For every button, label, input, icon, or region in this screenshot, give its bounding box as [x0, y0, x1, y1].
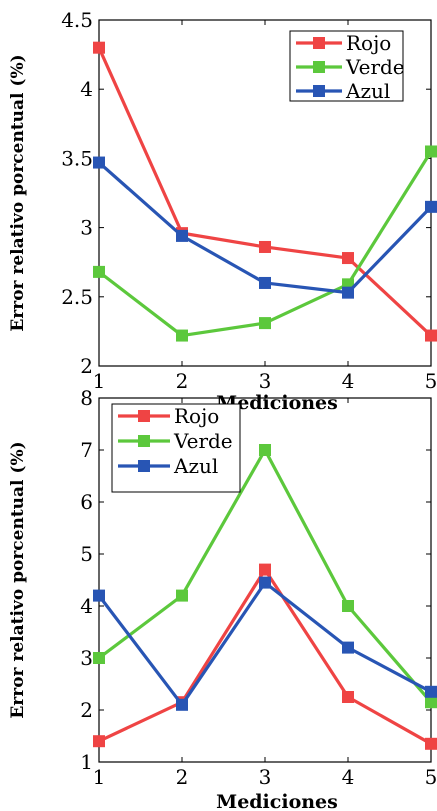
y-tick-label: 2: [80, 354, 93, 378]
y-tick-label: 3: [80, 216, 93, 240]
x-tick-label: 4: [342, 369, 355, 393]
x-tick-label: 3: [259, 765, 272, 789]
legend-marker-verde: [138, 435, 150, 447]
y-tick-label: 2: [80, 698, 93, 722]
legend-marker-azul: [138, 460, 150, 472]
x-tick-label: 4: [342, 765, 355, 789]
data-point-azul: [259, 276, 271, 289]
legend-label-azul: Azul: [345, 79, 390, 103]
data-point-rojo: [425, 737, 437, 750]
x-axis-label: Mediciones: [216, 791, 338, 811]
y-axis-label: Error relativo porcentual (%): [8, 54, 28, 331]
y-tick-label: 5: [80, 542, 93, 566]
legend-box: [111, 403, 241, 493]
data-point-verde: [425, 145, 437, 158]
data-point-azul: [93, 589, 105, 602]
legend-label-azul: Azul: [173, 454, 218, 478]
series-line-azul: [97, 161, 433, 295]
legend-label-rojo: Rojo: [346, 31, 391, 55]
x-tick-label: 5: [425, 765, 437, 789]
data-point-azul: [176, 698, 188, 711]
data-point-rojo: [259, 240, 271, 253]
data-point-verde: [176, 589, 188, 602]
data-point-verde: [176, 329, 188, 342]
x-tick-label: 1: [93, 369, 106, 393]
data-point-verde: [425, 696, 437, 709]
data-point-azul: [93, 156, 105, 169]
x-tick-label: 5: [425, 369, 437, 393]
chart-bottom: 1 2 3 4 5 6 7 8 1 2 3 4 5 Mediciones Error relativo po…: [8, 386, 437, 811]
data-point-rojo: [425, 329, 437, 342]
data-point-azul: [425, 200, 437, 213]
x-tick-label: 2: [176, 765, 189, 789]
data-point-azul: [176, 229, 188, 242]
y-axis-label: Error relativo porcentual (%): [8, 441, 28, 718]
data-point-azul: [259, 576, 271, 589]
x-tick-label: 3: [259, 369, 272, 393]
y-tick-label: 4: [80, 594, 93, 618]
x-tick-label: 2: [176, 369, 189, 393]
y-tick-label: 8: [80, 386, 93, 410]
y-tick-label: 4: [80, 77, 93, 101]
data-point-verde: [259, 317, 271, 330]
data-point-rojo: [342, 252, 354, 265]
x-tick-label: 1: [93, 765, 106, 789]
legend-marker-verde: [313, 61, 325, 73]
data-point-verde: [93, 265, 105, 278]
y-tick-label: 4.5: [61, 8, 93, 32]
data-point-verde: [342, 600, 354, 612]
legend-label-verde: Verde: [345, 55, 405, 79]
legend-marker-rojo: [138, 410, 150, 422]
data-point-rojo: [93, 735, 105, 748]
data-point-azul: [342, 286, 354, 299]
data-point-azul: [342, 641, 354, 654]
legend-label-rojo: Rojo: [174, 404, 219, 428]
y-tick-label: 1: [80, 750, 93, 774]
data-point-rojo: [93, 41, 105, 54]
data-point-verde: [93, 652, 105, 664]
series-line-rojo: [98, 567, 432, 746]
y-tick-label: 6: [80, 490, 93, 514]
data-point-rojo: [342, 691, 354, 703]
legend-marker-azul: [313, 85, 325, 97]
y-tick-label: 3: [80, 646, 93, 670]
y-tick-label: 2.5: [61, 285, 93, 309]
data-point-verde: [259, 444, 271, 456]
y-tick-label: 3.5: [61, 146, 93, 170]
legend-label-verde: Verde: [173, 429, 233, 453]
data-point-rojo: [259, 563, 271, 576]
y-tick-label: 7: [80, 438, 93, 462]
legend-marker-rojo: [313, 37, 325, 49]
data-point-azul: [425, 685, 437, 698]
